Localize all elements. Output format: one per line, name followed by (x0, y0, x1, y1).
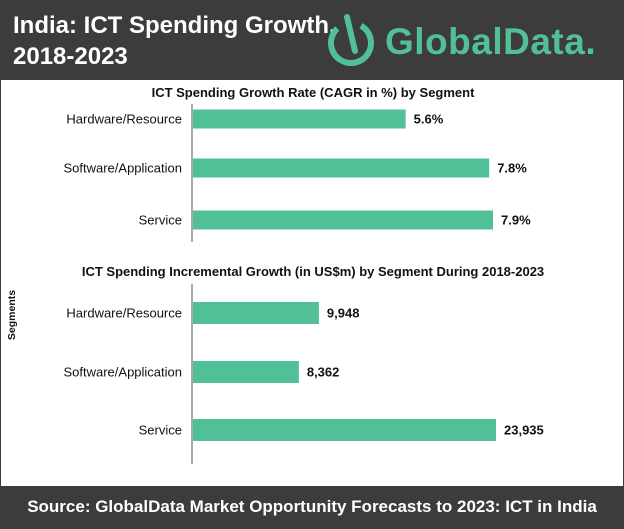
cagr-data-label-software-application: 7.8% (497, 161, 527, 176)
incremental-bar-software-application (193, 361, 299, 383)
cagr-category-label-hardware-resource: Hardware/Resource (66, 112, 182, 127)
incremental-growth-chart-title: ICT Spending Incremental Growth (in US$m… (82, 264, 544, 279)
charts-area: Segments ICT Spending Growth Rate (CAGR … (6, 85, 544, 464)
cagr-bar-software-application (193, 158, 490, 178)
globaldata-logo-icon (328, 14, 374, 66)
cagr-category-label-software-application: Software/Application (63, 161, 182, 176)
y-axis-label: Segments (6, 290, 18, 340)
cagr-chart-title: ICT Spending Growth Rate (CAGR in %) by … (152, 85, 476, 100)
cagr-data-label-service: 7.9% (501, 213, 531, 228)
cagr-chart: ICT Spending Growth Rate (CAGR in %) by … (63, 85, 531, 242)
page-title: India: ICT Spending Growth, 2018-2023 (13, 10, 336, 72)
incremental-data-label-hardware-resource: 9,948 (327, 306, 360, 321)
logo-text: GlobalData. (385, 21, 597, 62)
incremental-bar-service (193, 419, 496, 441)
incremental-category-label-hardware-resource: Hardware/Resource (66, 306, 182, 321)
source-note: Source: GlobalData Market Opportunity Fo… (27, 497, 597, 516)
title-line-1: India: ICT Spending Growth, (13, 12, 336, 39)
cagr-category-label-service: Service (139, 213, 182, 228)
globaldata-logo: GlobalData. (325, 13, 615, 69)
incremental-bar-hardware-resource (193, 302, 319, 324)
cagr-bar-hardware-resource (193, 109, 406, 129)
cagr-bar-service (193, 210, 493, 230)
incremental-growth-chart: ICT Spending Incremental Growth (in US$m… (63, 264, 544, 464)
cagr-data-label-hardware-resource: 5.6% (414, 112, 444, 127)
incremental-data-label-software-application: 8,362 (307, 365, 340, 380)
footer-banner: Source: GlobalData Market Opportunity Fo… (1, 486, 623, 528)
incremental-category-label-software-application: Software/Application (63, 365, 182, 380)
title-line-2: 2018-2023 (13, 43, 128, 70)
header-banner: India: ICT Spending Growth, 2018-2023 Gl… (1, 1, 623, 80)
incremental-data-label-service: 23,935 (504, 423, 544, 438)
incremental-category-label-service: Service (139, 423, 182, 438)
